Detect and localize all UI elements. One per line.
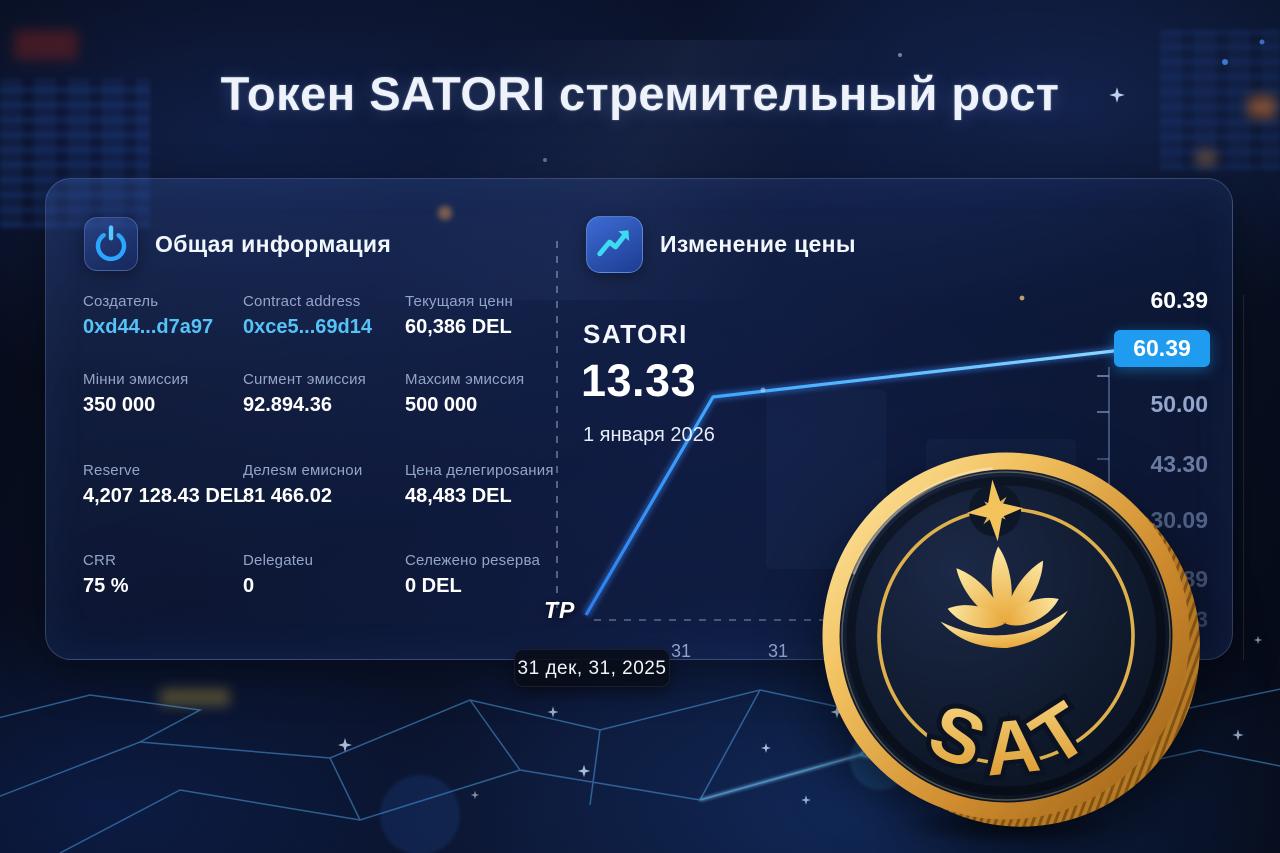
start-point-label: TP xyxy=(544,597,576,623)
field-max-emission: Махсим эмиссия 500 000 xyxy=(405,371,525,416)
field-crr: CRR 75 % xyxy=(83,552,129,597)
y-label-30: 30.09 xyxy=(1150,507,1208,533)
field-delegated: Delegateu 0 xyxy=(243,552,314,597)
field-creator: Создатель 0xd44...d7a97 xyxy=(83,293,243,339)
info-panel-header: Общая информация xyxy=(84,217,391,271)
bg-yellow-blur xyxy=(160,688,230,706)
coin-star-emblem xyxy=(967,479,1023,542)
bg-red-blur xyxy=(14,30,78,60)
field-min-emission: Мінни эмиссия 350 000 xyxy=(83,371,189,416)
current-price-tag: 60.39 xyxy=(1114,330,1210,367)
x-label-31a: 31 xyxy=(670,641,692,661)
field-current-price: Текущаяя ценн 60,386 DEL xyxy=(405,293,513,338)
y-label-43: 43.30 xyxy=(1150,451,1208,477)
field-contract: Contract address 0xce5...69d14 xyxy=(243,293,405,339)
info-panel-title: Общая информация xyxy=(155,230,392,257)
bg-ticker-texture xyxy=(0,78,150,228)
coin-body: SAT xyxy=(822,452,1200,827)
price-panel-title: Изменение цены xyxy=(660,231,856,257)
chart-tooltip: 31 дек, 31, 2025 xyxy=(514,649,670,687)
field-delegated-emission: Делеsм емиснои 81 466.02 xyxy=(243,462,363,507)
power-ring-icon xyxy=(84,217,138,271)
field-current-emission: Curмент эмиссия 92.894.36 xyxy=(243,371,366,416)
y-label-top: 60.39 xyxy=(1150,287,1208,313)
x-label-31b: 31 xyxy=(767,641,789,661)
bg-vertical-line xyxy=(1243,295,1244,660)
page-title: Токен SATORI стремительный рост xyxy=(220,67,1060,120)
bg-orange-dot xyxy=(438,206,452,220)
creator-address-link[interactable]: 0xd44...d7a97 xyxy=(83,316,214,338)
price-line xyxy=(584,347,1132,616)
token-name: SATORI xyxy=(583,319,688,349)
bg-orange-blur xyxy=(1196,150,1216,166)
price-panel-header: Изменение цены xyxy=(586,216,856,273)
coin-lotus-emblem xyxy=(940,546,1069,648)
sat-coin: SAT xyxy=(820,430,1200,844)
token-price-date: 1 января 2026 xyxy=(583,424,715,446)
info-grid: Создатель 0xd44...d7a97 Contract address… xyxy=(83,293,563,598)
field-delegation-price: Цена делегироsания 48,483 DEL xyxy=(405,462,554,507)
y-label-50: 50.00 xyxy=(1150,391,1208,417)
bg-orange-blur xyxy=(1248,96,1276,118)
contract-address-link[interactable]: 0xce5...69d14 xyxy=(243,316,372,338)
token-price: 13.33 xyxy=(581,355,697,406)
field-burned-reserve: Сележено реsерва 0 DEL xyxy=(405,552,540,597)
price-chart[interactable] xyxy=(46,179,1234,661)
field-reserve: Reserve 4,207 128.43 DEL xyxy=(83,462,246,507)
trending-up-icon xyxy=(586,216,643,273)
